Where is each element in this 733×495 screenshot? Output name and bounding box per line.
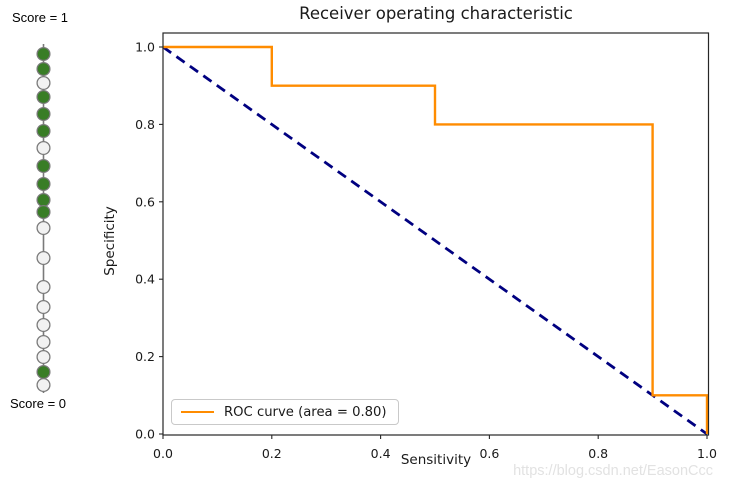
sample-node-negative [36,140,51,156]
x-tick-label: 0.8 [588,446,608,461]
sample-node-negative [36,279,51,295]
legend-box: ROC curve (area = 0.80) [171,399,399,425]
sample-node-positive [36,123,51,139]
score-chain-svg [36,44,51,393]
series-roc [163,45,709,434]
y-tick-label: 0.0 [135,427,155,442]
sample-node-negative [36,317,51,333]
series-diagonal [162,45,708,436]
sample-node-positive [36,106,51,122]
y-tick-label: 0.8 [135,117,155,132]
y-tick-label: 0.2 [135,349,155,364]
sample-node-negative [36,220,51,236]
y-axis-label: Specificity [102,206,118,276]
legend-roc-swatch [181,410,214,414]
x-axis-label: Sensitivity [400,452,472,468]
legend-roc-label: ROC curve (area = 0.80) [224,404,387,420]
sample-node-positive [36,204,51,220]
sample-node-negative [36,299,51,315]
sample-node-negative [36,334,51,350]
sample-node-positive [36,176,51,192]
chart-title: Receiver operating characteristic [299,4,573,23]
x-tick-label: 0.6 [479,446,499,461]
score-top-label: Score = 1 [12,10,69,25]
x-tick-label: 0.4 [371,446,391,461]
x-tick-label: 0.2 [262,446,282,461]
sample-node-negative [36,377,51,393]
sample-node-positive [36,46,51,62]
sample-node-negative [36,250,51,266]
y-tick-label: 0.6 [135,194,155,209]
sample-node-negative [36,349,51,365]
sample-node-positive [36,158,51,174]
sample-node-negative [36,75,51,91]
y-tick-label: 0.4 [135,272,155,287]
sample-node-positive [36,61,51,77]
sample-node-positive [36,89,51,105]
x-tick-label: 0.0 [153,446,173,461]
y-tick-label: 1.0 [135,40,155,55]
plot-frame [162,32,710,436]
x-tick-label: 1.0 [697,446,717,461]
watermark: https://blog.csdn.net/EasonCcc [513,463,713,479]
score-bottom-label: Score = 0 [10,396,67,411]
